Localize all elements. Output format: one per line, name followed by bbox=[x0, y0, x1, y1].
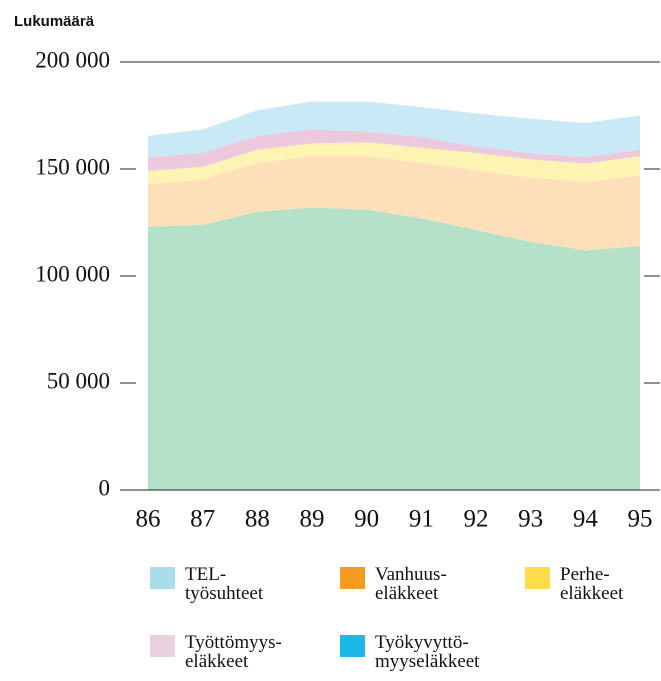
x-tick-label: 93 bbox=[518, 506, 543, 533]
legend-label: Perhe- eläkkeet bbox=[560, 564, 624, 604]
legend-swatch bbox=[340, 635, 365, 657]
legend-item: Työttömyys- eläkkeet bbox=[150, 633, 282, 671]
legend-item: TEL- työsuhteet bbox=[150, 565, 263, 603]
y-axis-label: Lukumäärä bbox=[14, 13, 95, 30]
legend-swatch bbox=[525, 567, 550, 589]
x-tick-label: 88 bbox=[245, 506, 270, 533]
x-tick-label: 94 bbox=[573, 506, 599, 533]
area bbox=[148, 129, 640, 172]
x-tick-label: 87 bbox=[190, 506, 215, 533]
x-tick-label: 90 bbox=[354, 506, 379, 533]
area bbox=[148, 142, 640, 184]
legend-item: Vanhuus- eläkkeet bbox=[340, 565, 447, 603]
area bbox=[148, 207, 640, 490]
legend-item: Perhe- eläkkeet bbox=[525, 565, 623, 603]
x-tick-label: 91 bbox=[409, 506, 434, 533]
legend-label: Vanhuus- eläkkeet bbox=[375, 564, 447, 604]
area bbox=[148, 156, 640, 251]
y-tick-label: 200 000 bbox=[35, 47, 110, 72]
area bbox=[148, 101, 640, 158]
x-tick-label: 89 bbox=[300, 506, 325, 533]
legend-label: Työkyvyttö- myyseläkkeet bbox=[375, 632, 480, 672]
y-tick-label: 150 000 bbox=[35, 154, 110, 179]
legend-swatch bbox=[150, 635, 175, 657]
legend-label: Työttömyys- eläkkeet bbox=[185, 632, 282, 672]
y-tick-label: 100 000 bbox=[35, 261, 110, 286]
legend-swatch bbox=[340, 567, 365, 589]
legend-swatch bbox=[150, 567, 175, 589]
legend-label: TEL- työsuhteet bbox=[185, 564, 264, 604]
x-tick-label: 95 bbox=[628, 506, 653, 533]
x-tick-label: 86 bbox=[136, 506, 161, 533]
legend-item: Työkyvyttö- myyseläkkeet bbox=[340, 633, 479, 671]
y-tick-label: 50 000 bbox=[47, 368, 110, 393]
x-tick-label: 92 bbox=[464, 506, 489, 533]
y-tick-label: 0 bbox=[99, 475, 111, 500]
